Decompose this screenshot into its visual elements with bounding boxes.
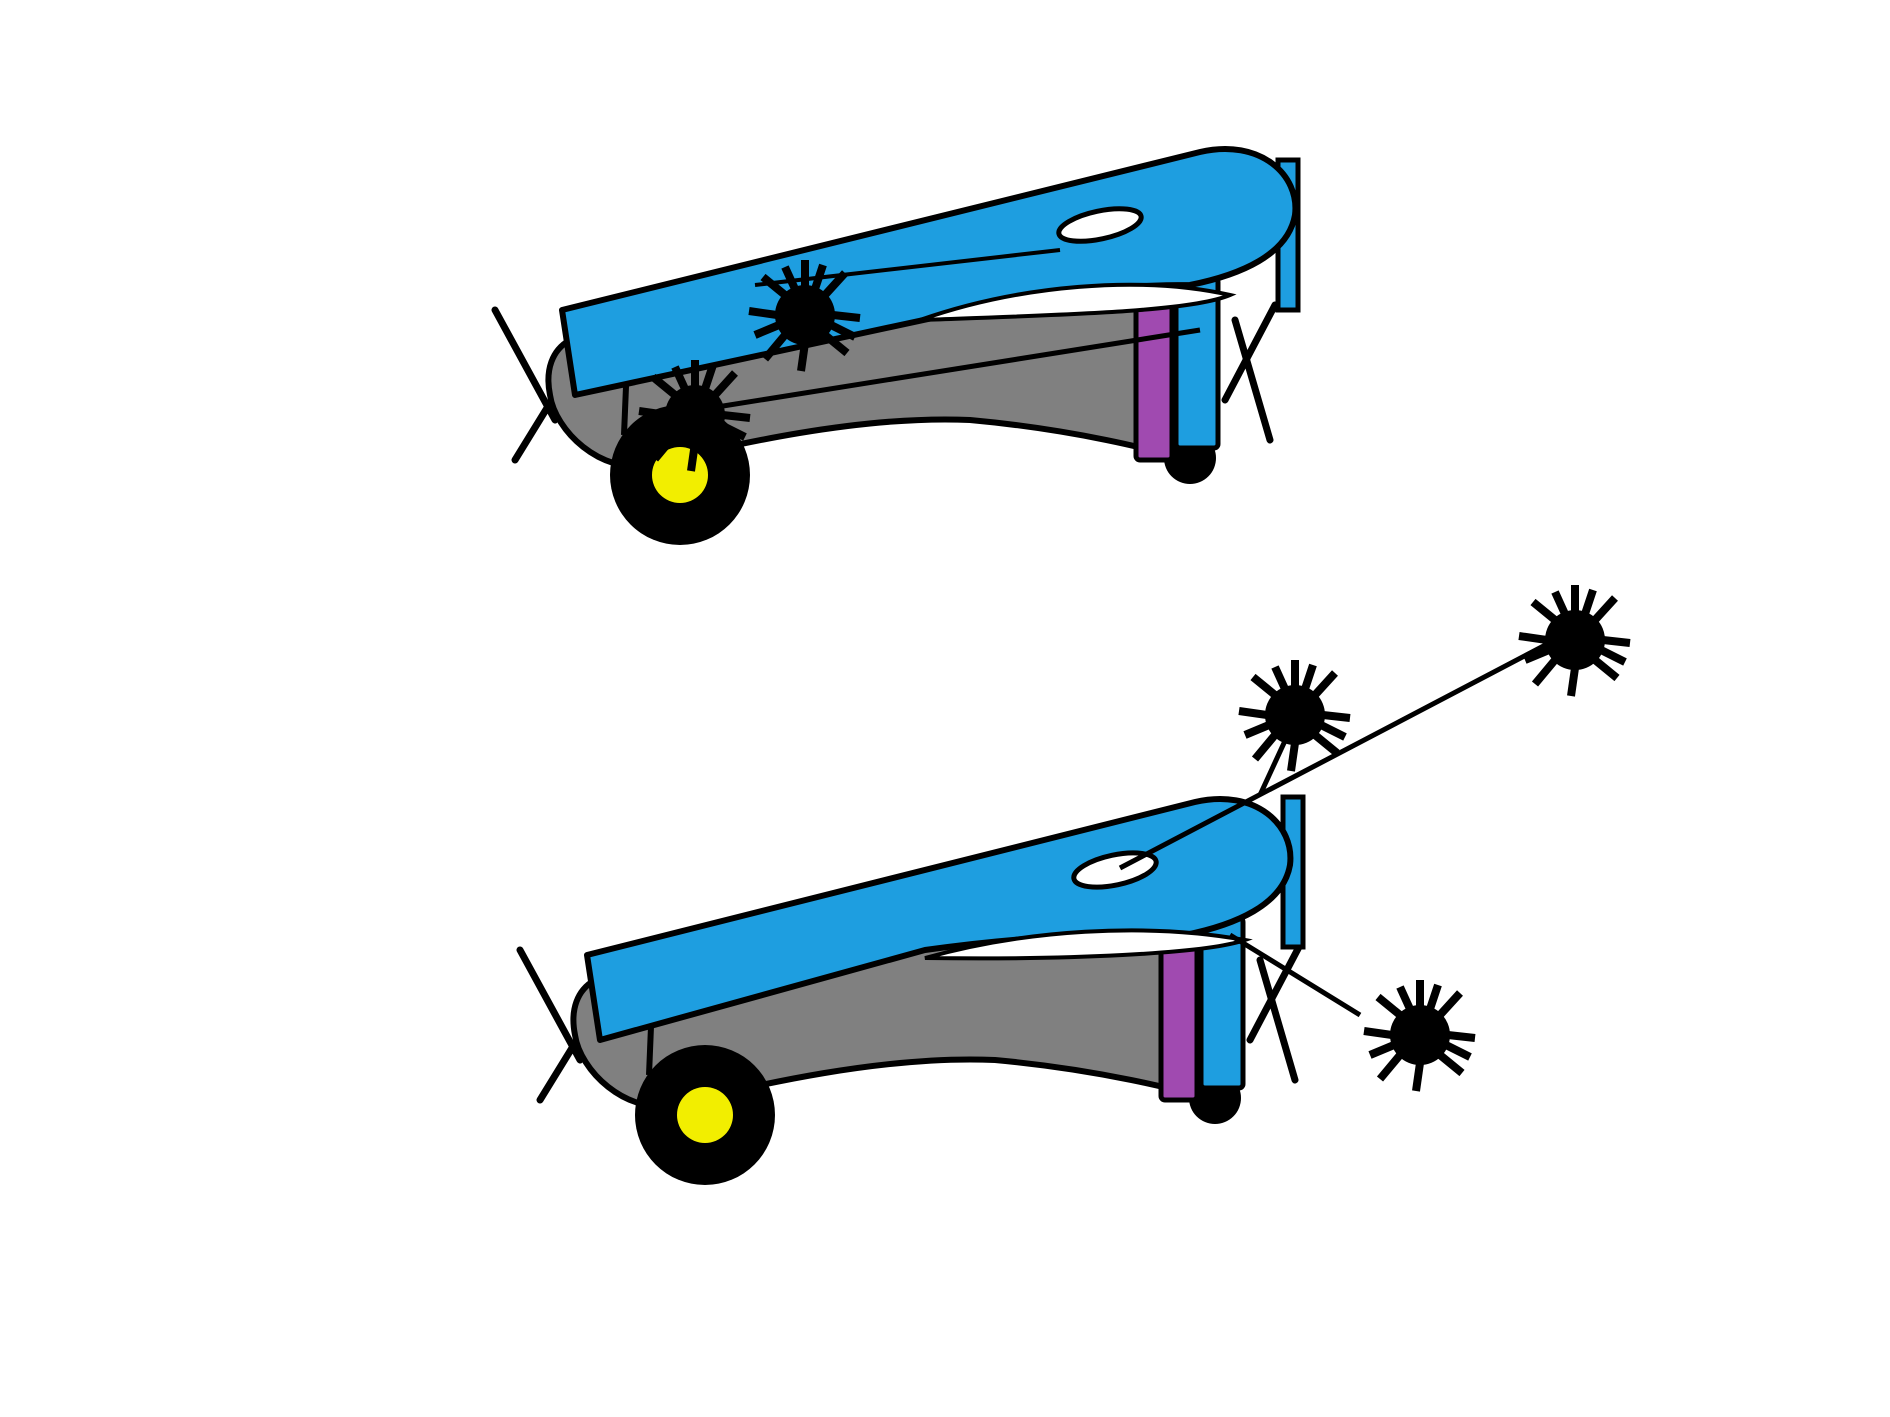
spiky-ball-icon <box>1364 980 1475 1091</box>
catapult-fired <box>520 794 1306 1185</box>
spiky-ball-icon <box>1519 585 1630 696</box>
spiky-ball-icon <box>1239 660 1350 771</box>
catapult-icon <box>520 794 1306 1185</box>
catapult-loaded <box>495 145 1301 545</box>
spiky-ball-icon <box>639 360 750 471</box>
spiky-ball-icon <box>749 260 860 371</box>
catapult-icon <box>495 145 1301 545</box>
